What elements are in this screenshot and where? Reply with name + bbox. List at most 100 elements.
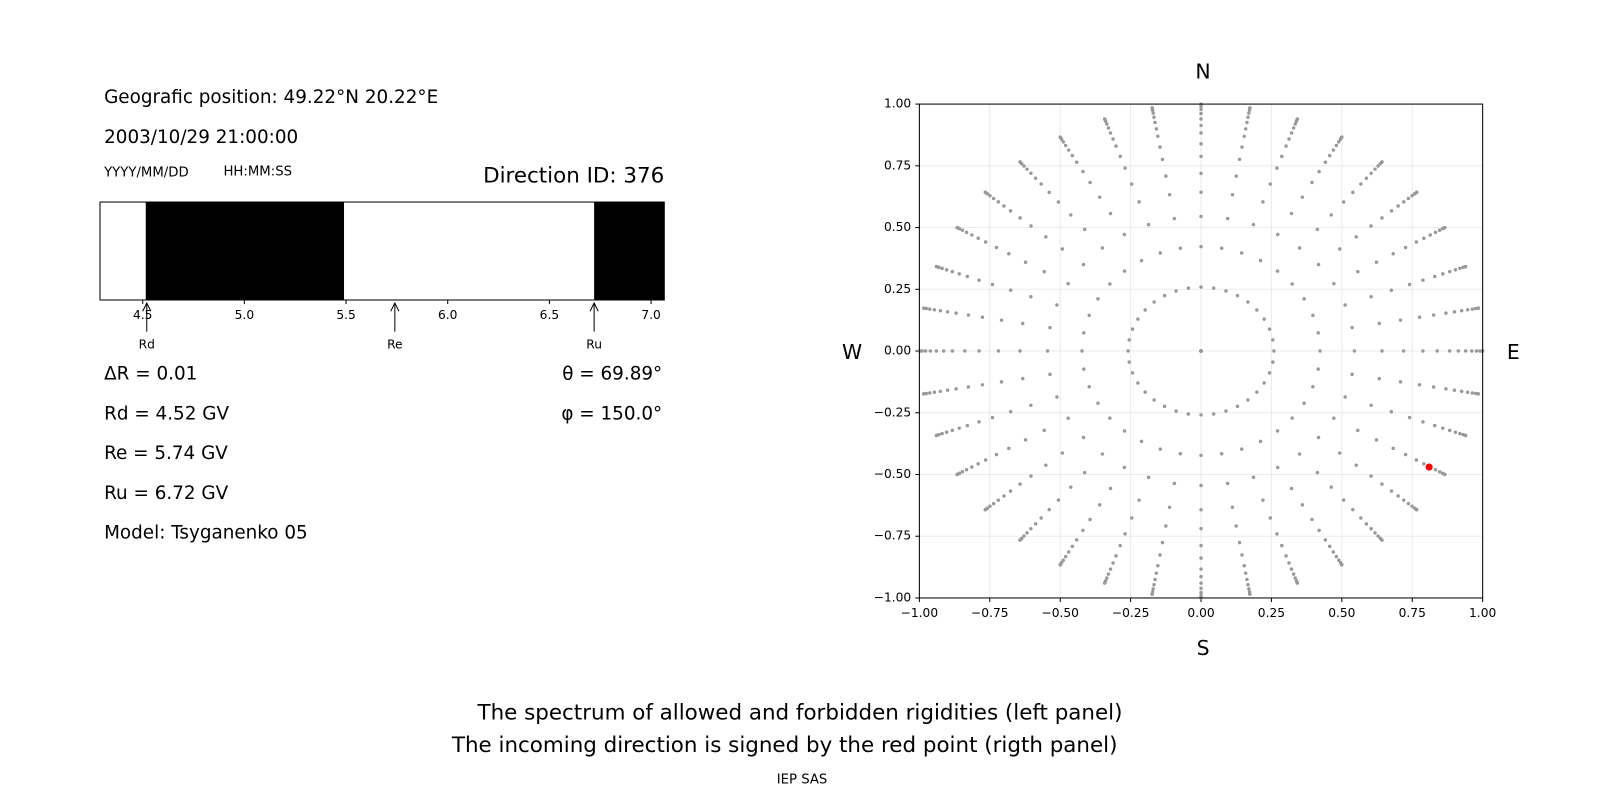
direction-point (1063, 554, 1068, 559)
direction-point (1136, 381, 1140, 385)
direction-point (934, 433, 939, 438)
direction-point (940, 431, 944, 436)
direction-point (1289, 131, 1294, 135)
direction-point (1443, 472, 1447, 477)
direction-point (1069, 485, 1073, 489)
direction-point (1316, 262, 1321, 267)
direction-point (1156, 564, 1160, 568)
direction-point (1023, 260, 1028, 264)
direction-point (1410, 504, 1414, 509)
direction-point (1172, 216, 1177, 221)
direction-point (1234, 524, 1238, 528)
direction-point (1352, 349, 1357, 353)
direction-point (1199, 413, 1203, 417)
direction-point (1315, 470, 1320, 475)
direction-point (1415, 508, 1419, 512)
direction-point (1225, 481, 1230, 486)
direction-point (977, 349, 981, 353)
direction-point (1162, 404, 1167, 409)
direction-point (1235, 293, 1240, 298)
direction-point (945, 310, 950, 314)
direction-point (1130, 371, 1135, 375)
x-tick-label: 7.0 (641, 308, 660, 322)
direction-point (1268, 516, 1273, 520)
direction-point (1275, 166, 1279, 170)
direction-point (1199, 214, 1203, 219)
direction-point (1045, 349, 1050, 353)
direction-point (983, 190, 988, 195)
direction-point (1219, 246, 1224, 250)
direction-point (1293, 576, 1297, 580)
direction-point (977, 420, 981, 424)
direction-point (1100, 246, 1105, 250)
direction-point (1291, 126, 1296, 130)
direction-point (1219, 452, 1224, 456)
direction-point (1039, 182, 1043, 186)
direction-point (1074, 160, 1079, 164)
direction-point (1407, 415, 1412, 420)
direction-point (1373, 167, 1377, 171)
direction-point (1018, 349, 1022, 353)
direction-point (1376, 164, 1380, 168)
direction-point (1239, 447, 1244, 451)
y-tick-label: 1.00 (884, 97, 911, 111)
direction-point (983, 508, 988, 512)
direction-point (988, 504, 992, 509)
direction-point (1156, 134, 1160, 139)
direction-point (1444, 387, 1448, 391)
direction-point (1048, 325, 1052, 330)
direction-point (1102, 117, 1107, 121)
direction-point (1406, 196, 1411, 201)
direction-point (1289, 486, 1294, 491)
direction-point (1271, 338, 1275, 342)
direction-point (944, 268, 949, 272)
direction-point (957, 272, 961, 276)
direction-point (1199, 581, 1203, 585)
direction-point (1350, 372, 1354, 377)
direction-point (1373, 531, 1377, 535)
direction-point (1058, 563, 1062, 567)
direction-point (1199, 567, 1203, 571)
direction-point (1364, 522, 1369, 526)
direction-point (1245, 577, 1249, 582)
direction-point (1047, 507, 1051, 512)
x-tick-label: 0.50 (1328, 606, 1355, 620)
direction-point (1410, 194, 1414, 198)
datetime: 2003/10/29 21:00:00 (104, 127, 298, 148)
direction-point (1088, 180, 1092, 185)
direction-point (1332, 416, 1336, 421)
direction-point (1108, 486, 1113, 491)
marker-label: Re (387, 337, 402, 351)
direction-point (1268, 182, 1273, 186)
direction-point (1435, 349, 1439, 353)
direction-point (1465, 308, 1470, 312)
direction-point (1407, 282, 1412, 287)
direction-point (1437, 470, 1442, 474)
direction-point (1056, 200, 1061, 204)
direction-point (1224, 289, 1228, 293)
direction-point (1341, 200, 1346, 204)
direction-point (1369, 224, 1373, 228)
direction-point (1108, 567, 1113, 571)
direction-point (1021, 376, 1025, 381)
direction-point (1356, 269, 1360, 274)
direction-point (950, 349, 955, 353)
direction-point (991, 501, 996, 506)
direction-point (1295, 117, 1300, 121)
direction-point (1152, 583, 1156, 587)
x-tick-label: 0.25 (1258, 606, 1285, 620)
direction-point (1096, 401, 1100, 405)
direction-point (954, 311, 958, 315)
direction-point (1154, 127, 1159, 131)
direction-point (1398, 380, 1403, 384)
direction-point (1421, 349, 1425, 353)
direction-point (1033, 176, 1038, 180)
direction-point (1246, 115, 1250, 119)
direction-point (1114, 144, 1118, 148)
direction-point (983, 458, 988, 462)
direction-point (1146, 475, 1151, 480)
x-tick-label: 0.75 (1399, 606, 1426, 620)
direction-point (1199, 117, 1203, 121)
time-format: HH:MM:SS (223, 164, 292, 179)
y-tick-label: −1.00 (874, 590, 912, 604)
